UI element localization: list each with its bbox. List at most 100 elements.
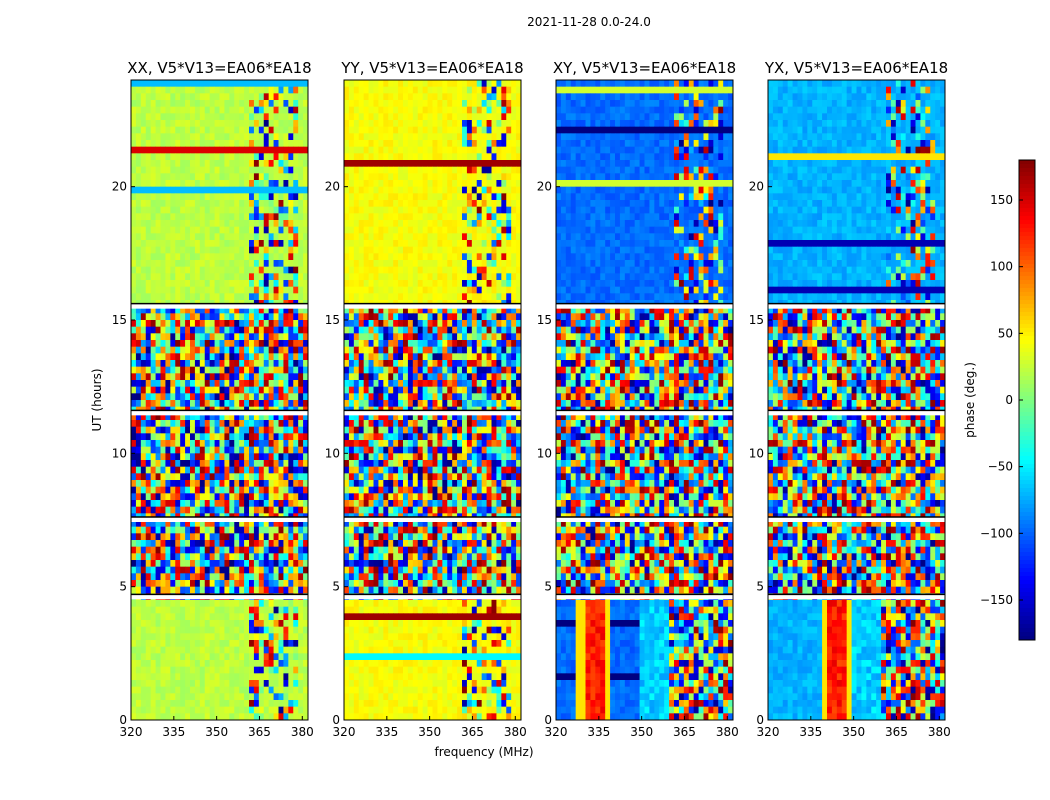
heat-cell	[160, 426, 166, 434]
heat-cell	[496, 333, 502, 341]
heat-cell	[175, 126, 181, 134]
heat-cell	[273, 426, 279, 434]
heat-cell	[258, 433, 265, 441]
heat-cell	[253, 306, 260, 314]
heat-cell	[224, 266, 230, 274]
heat-cell	[249, 86, 255, 94]
heat-cell	[244, 286, 250, 294]
heat-cell	[175, 493, 181, 501]
heat-cell	[373, 120, 379, 128]
heat-cell	[204, 353, 211, 361]
heat-cell	[229, 146, 235, 154]
heat-cell	[229, 186, 235, 194]
heat-cell	[303, 573, 309, 581]
heat-cell	[209, 400, 215, 408]
heat-cell	[175, 700, 181, 708]
heat-cell	[501, 126, 507, 134]
heat-cell	[417, 166, 424, 174]
heat-cell	[140, 540, 147, 548]
heat-cell	[135, 380, 142, 388]
heat-cell	[244, 680, 250, 688]
heat-cell	[268, 186, 274, 194]
heat-cell	[496, 173, 502, 181]
heat-cell	[353, 106, 360, 114]
heat-cell	[378, 173, 384, 181]
heat-cell	[258, 106, 265, 114]
heat-cell	[422, 80, 428, 88]
heat-cell	[283, 120, 289, 128]
heat-cell	[258, 446, 265, 454]
heat-cell	[204, 180, 211, 188]
heat-cell	[219, 133, 225, 141]
heat-cell	[249, 686, 255, 694]
heat-cell	[516, 346, 522, 354]
heat-cell	[135, 433, 142, 441]
heat-cell	[239, 160, 245, 168]
heat-cell	[496, 93, 502, 101]
heat-cell	[388, 86, 394, 94]
heat-cell	[358, 140, 365, 148]
heat-cell	[234, 113, 240, 121]
heat-cell	[303, 333, 309, 341]
heat-cell	[165, 180, 171, 188]
heat-cell	[190, 400, 196, 408]
heat-cell	[263, 86, 270, 94]
heat-cell	[209, 160, 215, 168]
heat-cell	[155, 613, 161, 621]
heat-cell	[219, 326, 225, 334]
heat-cell	[393, 346, 399, 354]
heat-cell	[234, 526, 240, 534]
heat-cell	[145, 380, 152, 388]
heat-cell	[160, 126, 166, 134]
heat-cell	[491, 200, 497, 208]
heat-cell	[437, 353, 443, 361]
heat-cell	[219, 320, 225, 328]
heat-cell	[427, 193, 433, 201]
heat-cell	[160, 200, 166, 208]
heat-cell	[234, 440, 240, 448]
heat-cell	[298, 653, 304, 661]
heat-cell	[293, 220, 299, 228]
heat-cell	[209, 620, 215, 628]
heat-cell	[442, 320, 448, 328]
heat-cell	[229, 673, 235, 681]
heat-cell	[135, 306, 142, 314]
heat-cell	[268, 413, 274, 421]
heat-cell	[180, 153, 186, 161]
heat-cell	[180, 246, 186, 254]
heat-cell	[348, 200, 355, 208]
heat-cell	[393, 186, 399, 194]
heat-cell	[511, 260, 517, 268]
heat-cell	[422, 146, 428, 154]
heat-cell	[219, 393, 225, 401]
heat-cell	[452, 140, 458, 148]
heat-cell	[278, 246, 284, 254]
heat-cell	[131, 366, 137, 374]
heat-cell	[288, 240, 294, 248]
heat-cell	[422, 286, 428, 294]
heat-cell	[175, 86, 181, 94]
heat-cell	[344, 153, 350, 161]
heat-cell	[150, 380, 156, 388]
heat-cell	[160, 86, 166, 94]
heat-cell	[155, 706, 161, 714]
heat-cell	[407, 213, 414, 221]
heat-cell	[516, 293, 522, 301]
heat-cell	[199, 546, 206, 554]
heat-cell	[239, 706, 245, 714]
heat-cell	[180, 346, 186, 354]
heat-cell	[244, 440, 250, 448]
heat-cell	[194, 453, 201, 461]
heat-cell	[298, 146, 304, 154]
heat-cell	[229, 380, 235, 388]
heat-cell	[457, 286, 463, 294]
heat-cell	[224, 460, 230, 468]
heat-cell	[303, 653, 309, 661]
heat-cell	[358, 286, 365, 294]
heat-cell	[175, 420, 181, 428]
heat-cell	[258, 413, 265, 421]
heat-cell	[511, 333, 517, 341]
heat-cell	[253, 680, 260, 688]
heat-cell	[466, 126, 473, 134]
heat-cell	[481, 126, 487, 134]
